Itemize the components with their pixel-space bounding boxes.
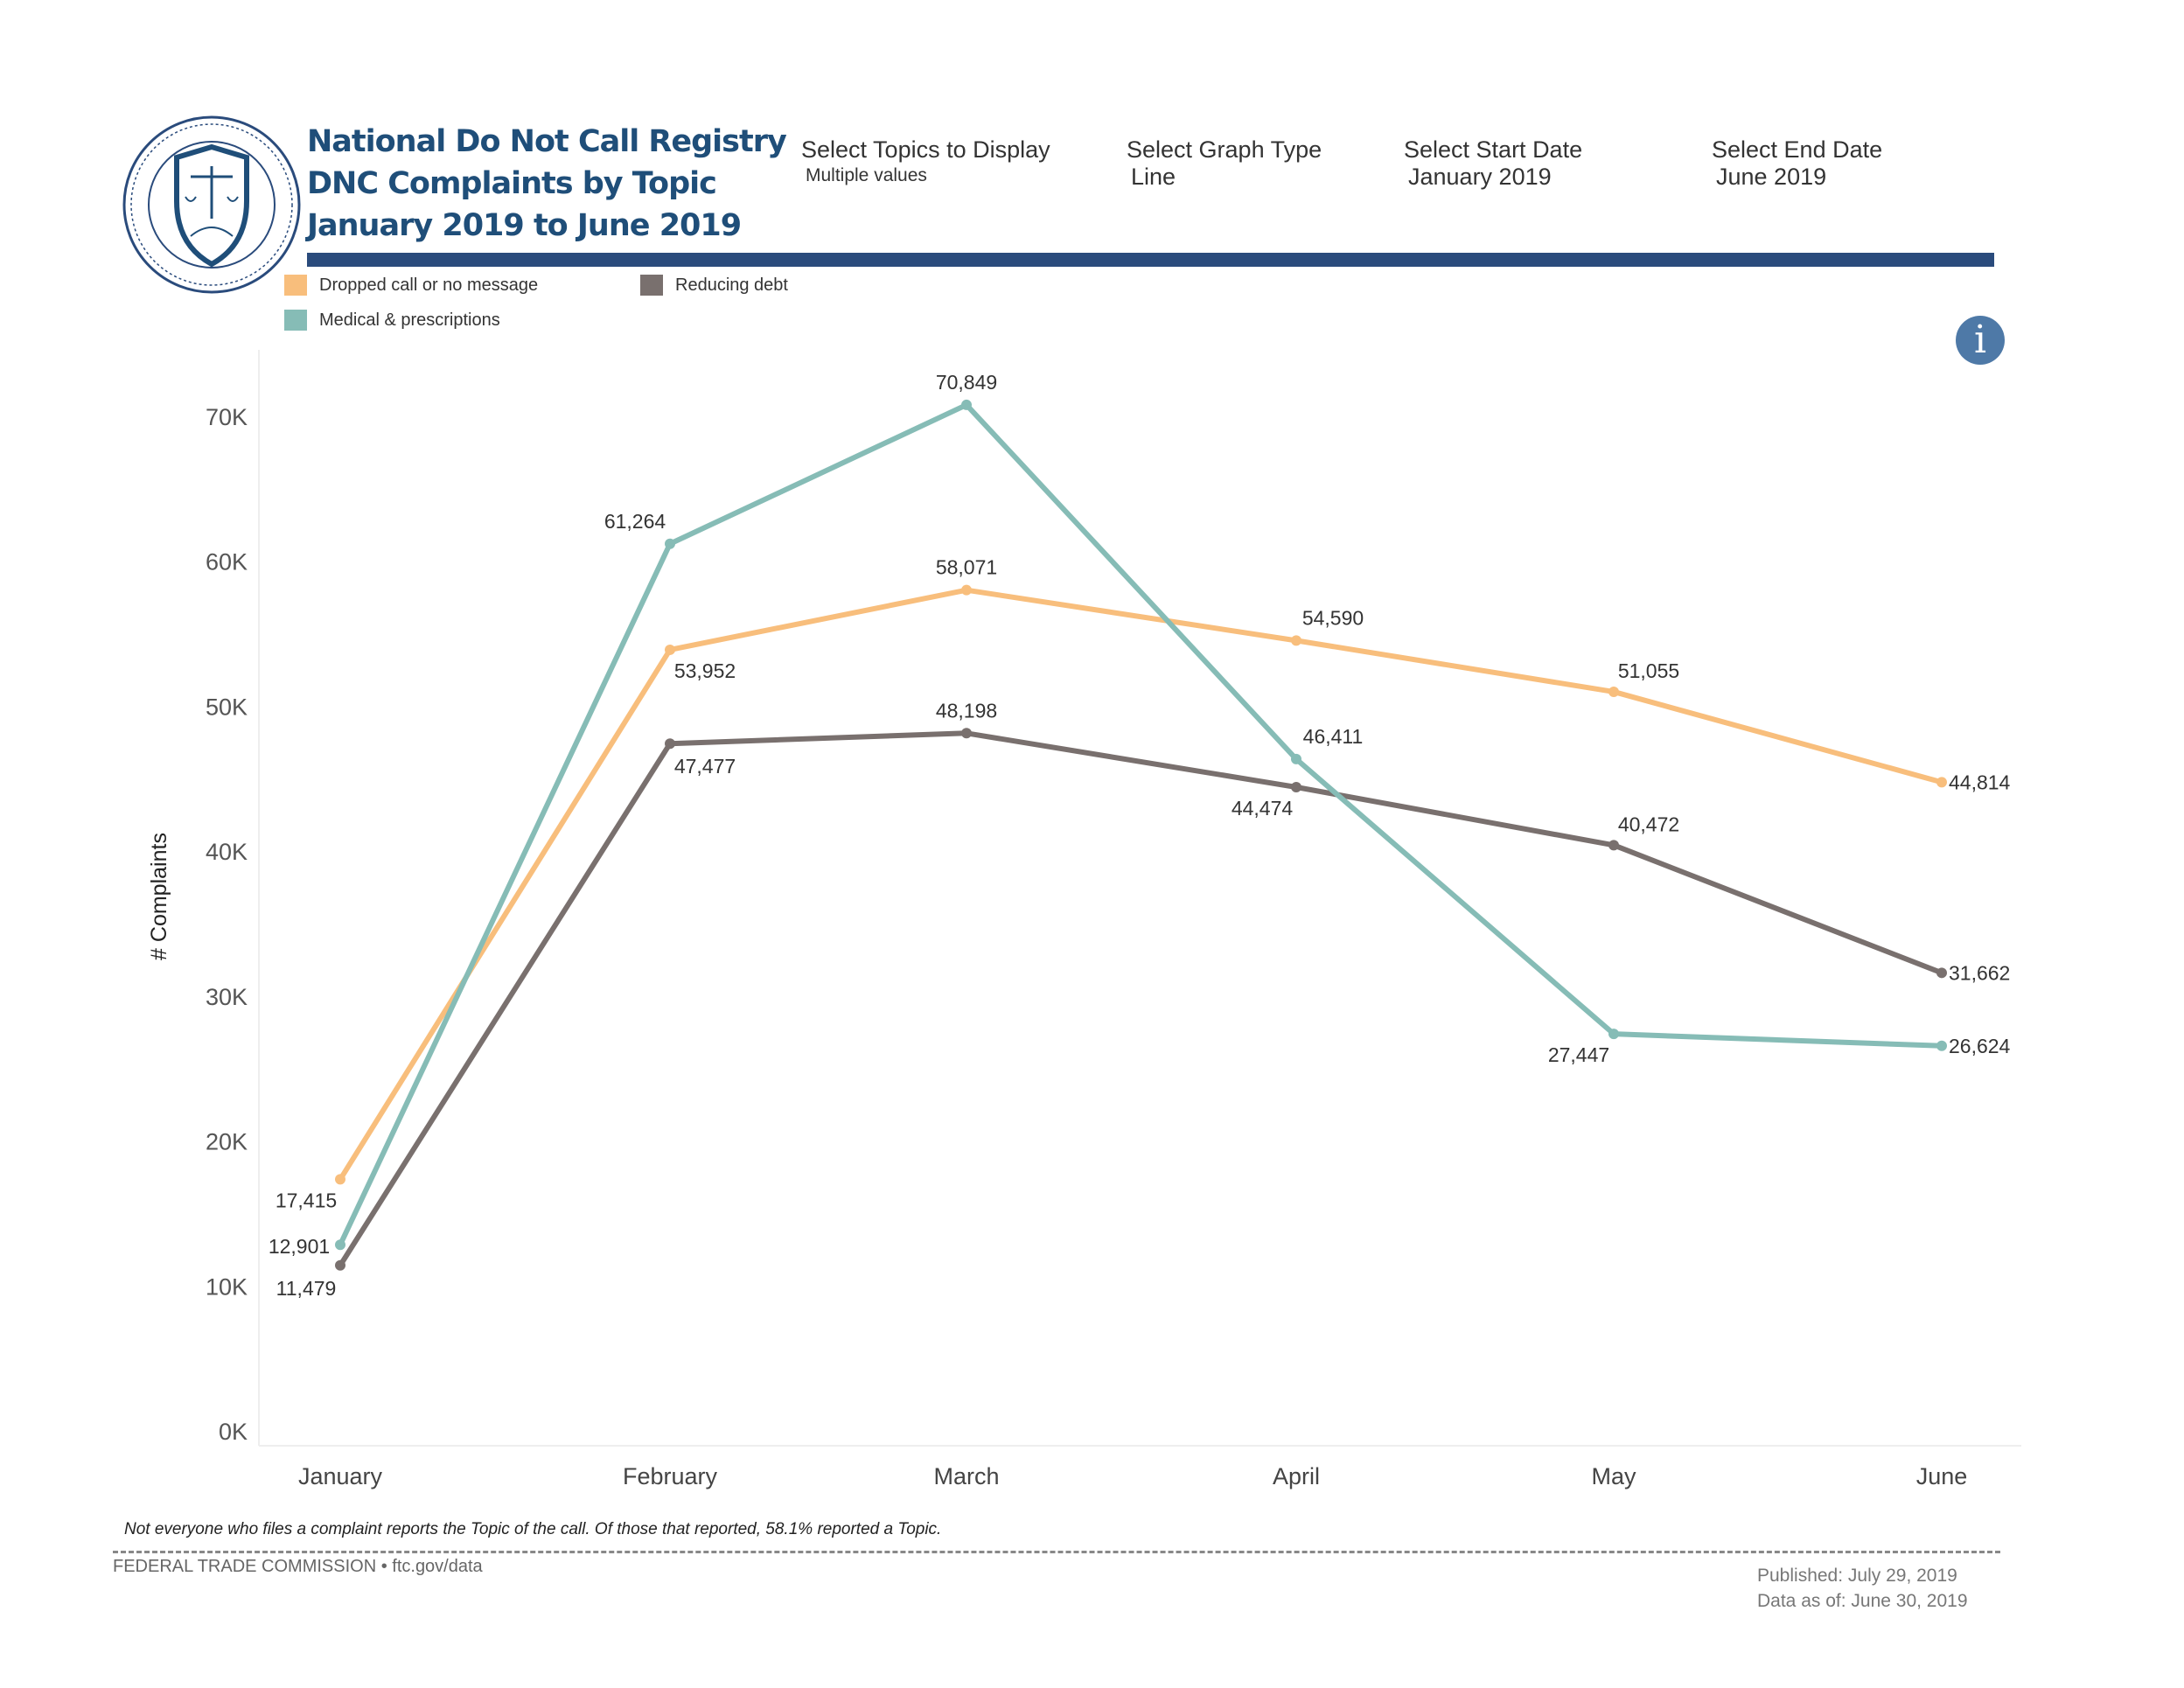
end-date-label: Select End Date [1712, 136, 1883, 163]
topics-filter-label: Select Topics to Display [801, 136, 1050, 163]
x-tick-label: June [1916, 1463, 1968, 1489]
data-point [1608, 840, 1619, 851]
y-tick-label: 10K [206, 1273, 248, 1300]
info-icon[interactable]: i [1956, 316, 2005, 365]
data-label: 53,952 [674, 659, 736, 682]
legend-label: Dropped call or no message [319, 275, 539, 295]
data-point [961, 584, 972, 596]
series-line-reducing-debt [338, 730, 1943, 1267]
data-label: 54,590 [1302, 606, 1364, 629]
topics-filter-value[interactable]: Multiple values [806, 165, 927, 185]
end-date-value[interactable]: June 2019 [1716, 164, 1827, 190]
data-point [665, 644, 675, 655]
graph-type-filter[interactable]: Select Graph Type Line [1127, 136, 1322, 191]
x-tick-label: February [623, 1463, 718, 1489]
data-label: 48,198 [936, 699, 997, 722]
start-date-label: Select Start Date [1404, 136, 1583, 163]
data-point [1291, 635, 1301, 646]
data-point [1936, 967, 1947, 979]
x-tick-label: May [1591, 1463, 1636, 1489]
data-point [1291, 753, 1301, 764]
data-point [335, 1259, 345, 1271]
legend-label: Medical & prescriptions [319, 310, 500, 330]
legend-item-medical[interactable]: Medical & prescriptions [284, 310, 500, 331]
graph-type-value[interactable]: Line [1131, 164, 1176, 190]
data-label: 47,477 [674, 755, 736, 778]
data-label: 58,071 [936, 556, 997, 579]
topics-filter[interactable]: Select Topics to Display Multiple values [801, 136, 1050, 186]
legend-swatch [284, 275, 307, 296]
data-label: 17,415 [276, 1189, 337, 1211]
x-tick-label: April [1273, 1463, 1320, 1489]
data-label: 44,814 [1949, 771, 2011, 793]
start-date-value[interactable]: January 2019 [1408, 164, 1552, 190]
data-point [1608, 686, 1619, 697]
y-tick-label: 0K [219, 1419, 248, 1445]
y-tick-label: 60K [206, 549, 248, 575]
y-tick-label: 20K [206, 1129, 248, 1155]
data-point [335, 1239, 345, 1251]
agency-footer: FEDERAL TRADE COMMISSION • ftc.gov/data [113, 1557, 483, 1576]
ftc-seal-logo [122, 115, 301, 294]
title-line-1: National Do Not Call Registry [307, 124, 787, 159]
data-label: 31,662 [1949, 961, 2010, 984]
graph-type-label: Select Graph Type [1127, 136, 1322, 163]
data-point [1608, 1029, 1619, 1040]
y-tick-label: 30K [206, 984, 248, 1010]
data-point [961, 399, 972, 410]
header-divider-bar [307, 253, 1994, 267]
legend-swatch [640, 275, 663, 296]
end-date-filter[interactable]: Select End Date June 2019 [1712, 136, 1882, 191]
legend-item-reducing-debt[interactable]: Reducing debt [640, 275, 788, 296]
y-tick-label: 50K [206, 694, 248, 720]
data-point [1936, 1040, 1947, 1051]
y-tick-label: 40K [206, 839, 248, 865]
data-as-of-date: Data as of: June 30, 2019 [1757, 1591, 1968, 1611]
footnote: Not everyone who files a complaint repor… [124, 1520, 942, 1538]
title-line-2: DNC Complaints by Topic [307, 166, 717, 201]
title-line-3: January 2019 to June 2019 [307, 208, 742, 243]
data-label: 12,901 [269, 1235, 330, 1258]
x-tick-label: January [298, 1463, 383, 1489]
series-line-dropped-call-or-no-message [338, 587, 1943, 1181]
data-point [1291, 782, 1301, 793]
data-point [961, 728, 972, 739]
data-point [335, 1174, 345, 1185]
data-label: 51,055 [1618, 659, 1679, 682]
start-date-filter[interactable]: Select Start Date January 2019 [1404, 136, 1582, 191]
data-point [665, 538, 675, 549]
series-line-medical-prescriptions [338, 401, 1943, 1246]
data-label: 46,411 [1303, 725, 1364, 748]
data-point [1936, 777, 1947, 788]
legend-item-dropped-call[interactable]: Dropped call or no message [284, 275, 538, 296]
data-label: 61,264 [604, 510, 666, 533]
data-label: 11,479 [276, 1277, 337, 1300]
data-point [665, 738, 675, 750]
x-tick-label: March [933, 1463, 999, 1489]
data-label: 70,849 [936, 371, 997, 394]
footer-divider [113, 1551, 2000, 1553]
legend-swatch [284, 310, 307, 331]
data-label: 44,474 [1232, 797, 1294, 820]
published-date: Published: July 29, 2019 [1757, 1566, 1957, 1586]
y-axis-label: # Complaints [147, 833, 171, 960]
data-label: 40,472 [1618, 813, 1679, 835]
data-label: 27,447 [1548, 1043, 1609, 1066]
y-tick-label: 70K [206, 404, 248, 430]
data-label: 26,624 [1949, 1035, 2011, 1057]
legend-label: Reducing debt [675, 275, 788, 295]
